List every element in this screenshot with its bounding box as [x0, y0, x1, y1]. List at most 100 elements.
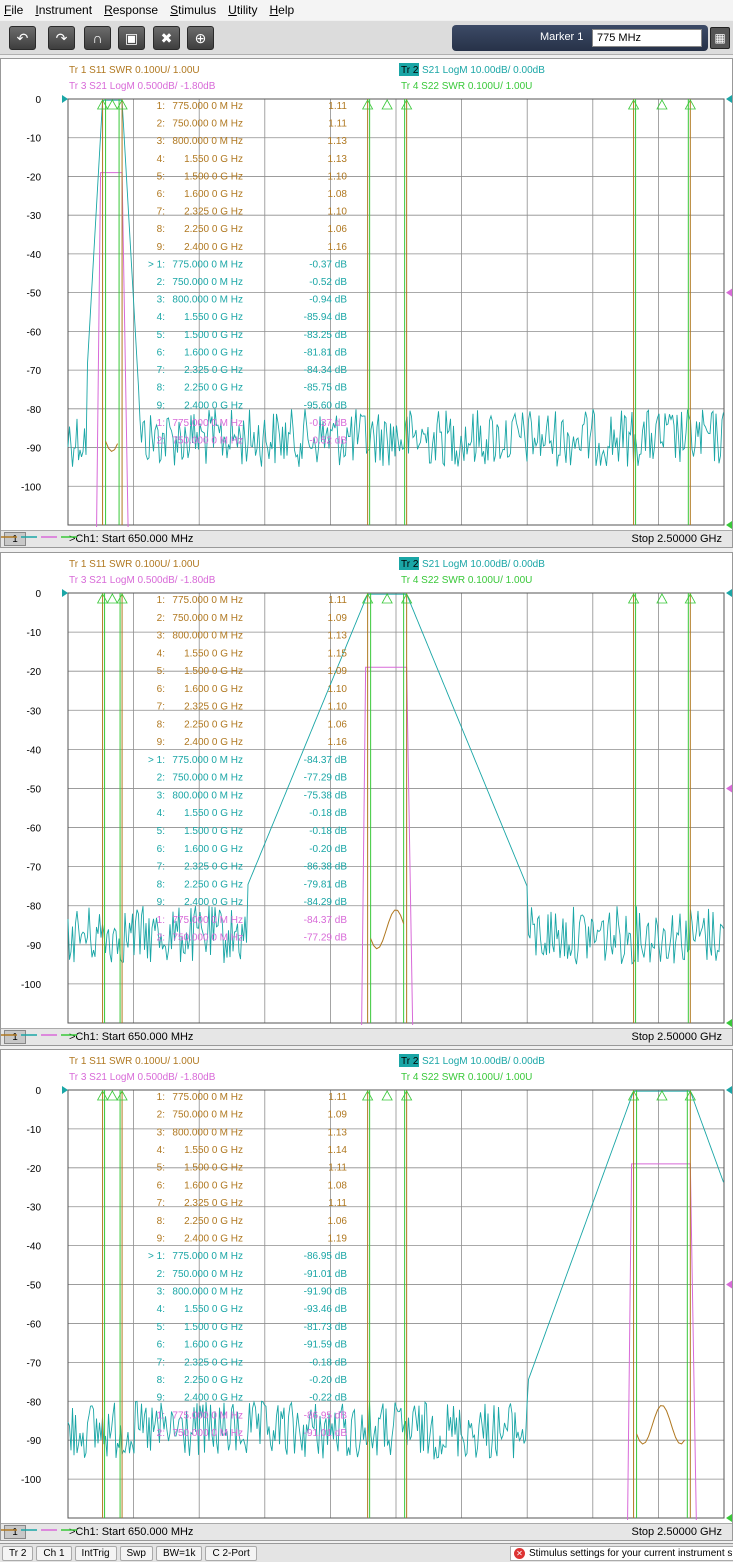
marker-icon[interactable]	[96, 99, 109, 110]
ref-arrow-icon[interactable]	[726, 95, 732, 103]
ref-arrow-icon[interactable]	[726, 521, 732, 529]
ref-arrow-icon[interactable]	[726, 1514, 732, 1522]
undo-icon[interactable]: ↶	[9, 26, 36, 50]
marker-icon[interactable]	[684, 1090, 696, 1101]
zoom-icon[interactable]: ⊕	[187, 26, 214, 50]
trace-panel-2[interactable]: 0 -10 -20 -30 -40 -50 -60 -70 -80 -90 -100 Tr 1 S11…	[0, 552, 733, 1046]
marker-icon[interactable]	[400, 99, 413, 110]
ref-arrow-icon[interactable]	[726, 1019, 732, 1027]
status-item-0[interactable]: Tr 2	[2, 1545, 34, 1561]
marker-icon[interactable]	[627, 593, 640, 604]
menu-utility[interactable]: Utility	[228, 3, 258, 17]
calculator-icon[interactable]: ▦	[710, 27, 730, 49]
trace-1-line	[105, 441, 119, 453]
ref-arrow-icon[interactable]	[726, 1280, 732, 1289]
trace-panel-3[interactable]: 0 -10 -20 -30 -40 -50 -60 -70 -80 -90 -100 Tr 1 S11…	[0, 1049, 733, 1541]
marker-index: 3:	[157, 295, 165, 306]
trace-2-badge[interactable]	[399, 1054, 419, 1067]
marker-icon[interactable]	[400, 1090, 413, 1101]
menu-help[interactable]: Help	[269, 3, 295, 17]
delete-icon[interactable]: ✖	[153, 26, 180, 50]
marker-icon[interactable]	[627, 1090, 640, 1101]
marker-frequency: 800.000 0 M Hz	[172, 1287, 243, 1298]
menu-stimulus[interactable]: Stimulus	[170, 3, 217, 17]
channel-number[interactable]: 1	[4, 1030, 26, 1044]
marker-index: 9:	[157, 897, 165, 908]
marker-add-icon[interactable]: ∩	[84, 26, 111, 50]
status-item-4[interactable]: BW=1k	[155, 1545, 203, 1561]
trace-plot[interactable]: 0 -10 -20 -30 -40 -50 -60 -70 -80 -90 -100 Tr 1 S11…	[1, 553, 732, 1028]
marker-frequency: 1.500 0 G Hz	[184, 171, 243, 182]
status-item-5[interactable]: C 2-Port	[205, 1545, 257, 1561]
status-item-1[interactable]: Ch 1	[36, 1545, 72, 1561]
marker-selector: Marker 1	[452, 25, 708, 51]
trace-plot[interactable]: 0 -10 -20 -30 -40 -50 -60 -70 -80 -90 -100 Tr 1 S11…	[1, 59, 732, 530]
redo-icon[interactable]: ↷	[48, 26, 75, 50]
marker-value-input[interactable]	[592, 29, 702, 47]
ref-arrow-icon[interactable]	[726, 288, 732, 297]
channel-number[interactable]: 1	[4, 1525, 26, 1539]
stop-frequency[interactable]: Stop 2.50000 GHz	[631, 533, 722, 545]
marker-frequency: 2.250 0 G Hz	[184, 719, 243, 730]
stop-frequency[interactable]: Stop 2.50000 GHz	[631, 1526, 722, 1538]
marker-icon[interactable]	[96, 1090, 109, 1101]
marker-icon[interactable]	[656, 593, 668, 604]
marker-search-icon[interactable]: ▣	[118, 26, 145, 50]
ref-arrow-icon[interactable]	[62, 95, 68, 103]
ref-arrow-icon[interactable]	[62, 1086, 68, 1094]
marker-icon[interactable]	[381, 593, 393, 604]
marker-icon[interactable]	[106, 1090, 119, 1101]
trace-plot[interactable]: 0 -10 -20 -30 -40 -50 -60 -70 -80 -90 -100 Tr 1 S11…	[1, 1050, 732, 1523]
menu-file[interactable]: File	[4, 3, 24, 17]
marker-icon[interactable]	[96, 593, 109, 604]
marker-icon[interactable]	[381, 99, 393, 110]
trace-panel-1[interactable]: 0 -10 -20 -30 -40 -50 -60 -70 -80 -90 -100 Tr 1 S11…	[0, 58, 733, 548]
marker-icon[interactable]	[116, 99, 128, 110]
marker-icon[interactable]	[381, 1090, 393, 1101]
marker-index: 8:	[157, 719, 165, 730]
marker-icon[interactable]	[684, 99, 696, 110]
trace-2-badge[interactable]	[399, 63, 419, 76]
marker-icon[interactable]	[106, 99, 119, 110]
marker-index: > 1:	[148, 1251, 165, 1262]
marker-value: -0.94 dB	[309, 295, 347, 306]
marker-icon[interactable]	[400, 593, 413, 604]
marker-frequency: 1.500 0 G Hz	[184, 1163, 243, 1174]
ref-arrow-icon[interactable]	[726, 589, 732, 597]
trace-2-legend: S21 LogM 10.00dB/ 0.00dB	[422, 1056, 545, 1067]
ref-arrow-icon[interactable]	[726, 1086, 732, 1094]
marker-index: 4:	[157, 648, 165, 659]
marker-icon[interactable]	[684, 593, 696, 604]
trace-2-legend: S21 LogM 10.00dB/ 0.00dB	[422, 65, 545, 76]
status-item-2[interactable]: IntTrig	[74, 1545, 117, 1561]
ref-arrow-icon[interactable]	[726, 784, 732, 793]
stop-frequency[interactable]: Stop 2.50000 GHz	[631, 1031, 722, 1043]
marker-value: -0.37 dB	[309, 418, 347, 429]
menu-response[interactable]: Response	[104, 3, 159, 17]
marker-icon[interactable]	[361, 593, 374, 604]
channel-number[interactable]: 1	[4, 532, 26, 546]
marker-icon[interactable]	[116, 1090, 128, 1101]
marker-icon[interactable]	[656, 99, 668, 110]
y-tick-label: -100	[21, 980, 41, 991]
start-frequency[interactable]: >Ch1: Start 650.000 MHz	[69, 1526, 194, 1538]
trace-2-badge[interactable]	[399, 557, 419, 570]
start-frequency[interactable]: >Ch1: Start 650.000 MHz	[69, 1031, 194, 1043]
marker-icon[interactable]	[116, 593, 128, 604]
marker-icon[interactable]	[656, 1090, 668, 1101]
menu-instrument[interactable]: Instrument	[35, 3, 93, 17]
marker-icon[interactable]	[627, 99, 640, 110]
marker-index: 3:	[157, 1127, 165, 1138]
ref-arrow-icon[interactable]	[62, 589, 68, 597]
status-item-3[interactable]: Swp	[119, 1545, 153, 1561]
marker-icon[interactable]	[361, 1090, 374, 1101]
marker-value: 1.13	[328, 154, 348, 165]
y-tick-label: -40	[27, 250, 42, 261]
marker-icon[interactable]	[106, 593, 119, 604]
start-frequency[interactable]: >Ch1: Start 650.000 MHz	[69, 533, 194, 545]
marker-value: -0.52 dB	[309, 277, 347, 288]
marker-index: 1:	[157, 1410, 165, 1421]
marker-index: 7:	[157, 1198, 165, 1209]
marker-icon[interactable]	[361, 99, 374, 110]
marker-index: 5:	[157, 330, 165, 341]
